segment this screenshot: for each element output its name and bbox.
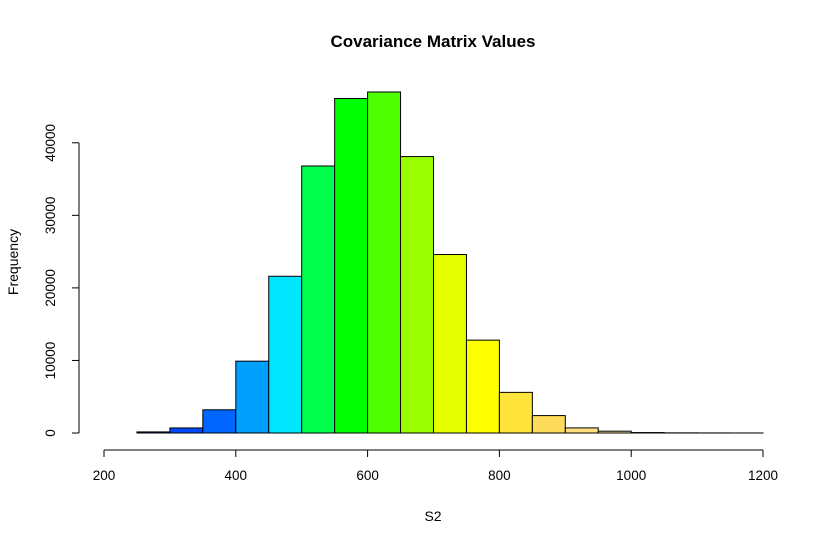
x-tick-label-0: 200: [93, 468, 116, 483]
histogram-bar-10: [465, 339, 500, 434]
histogram-bar-13: [564, 427, 599, 434]
histogram-bar-9: [433, 254, 467, 434]
x-axis-title: S2: [424, 508, 441, 524]
histogram-bar-1: [169, 427, 204, 434]
histogram-bar-12: [531, 415, 566, 434]
histogram-bar-3: [235, 360, 270, 434]
x-tick-label-3: 800: [488, 468, 511, 483]
y-tick-label-3: 30000: [43, 197, 58, 235]
y-tick-label-0: 0: [43, 429, 58, 437]
histogram-bar-5: [301, 165, 336, 434]
x-axis: 200 400 600 800 1000 1200: [93, 449, 778, 483]
y-axis-title: Frequency: [5, 229, 21, 295]
y-axis: 0 10000 20000 30000 40000: [43, 124, 80, 437]
histogram-bar-6: [334, 98, 369, 434]
x-tick-label-2: 600: [356, 468, 379, 483]
y-tick-label-4: 40000: [43, 124, 58, 162]
histogram-bar-4: [268, 275, 303, 434]
x-tick-label-4: 1000: [616, 468, 646, 483]
histogram-bars: [136, 91, 764, 434]
y-tick-label-1: 10000: [43, 342, 58, 380]
histogram-bar-8: [400, 156, 434, 434]
x-tick-label-5: 1200: [748, 468, 778, 483]
x-tick-label-1: 400: [225, 468, 248, 483]
histogram-bar-7: [367, 91, 402, 434]
histogram-bar-11: [498, 391, 533, 434]
y-tick-label-2: 20000: [43, 269, 58, 307]
histogram-bar-0: [136, 431, 171, 434]
chart-title: Covariance Matrix Values: [330, 32, 535, 51]
histogram-bar-14: [597, 430, 632, 434]
histogram-bar-2: [202, 409, 237, 434]
